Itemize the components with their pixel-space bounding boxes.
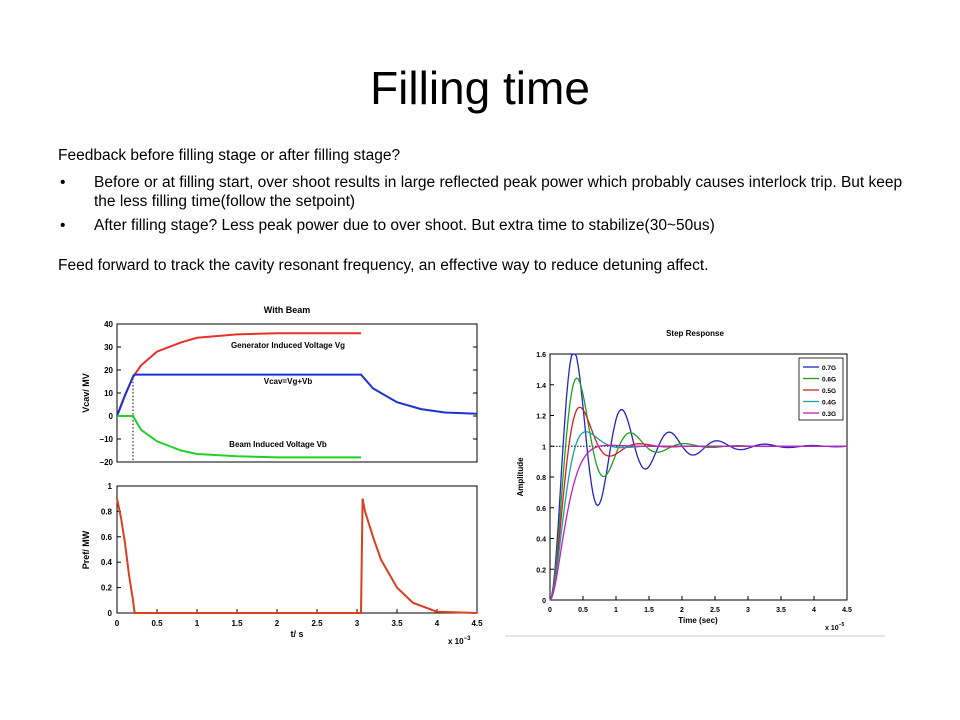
step-x-multiplier: x 10−5 [825,622,845,632]
bullet-text-1: Before or at filling start, over shoot r… [94,174,903,210]
y-tick-label: −20 [99,458,113,467]
y-tick-label: 0 [109,412,114,421]
x-tick-label: 1 [195,619,200,628]
y-tick-label: 10 [104,389,113,398]
x-tick-label: 4.5 [842,607,852,614]
x-tick-label: 1.5 [231,619,243,628]
y-tick-label: −10 [99,435,113,444]
x-tick-label: 2.5 [710,607,720,614]
y-tick-label: 0.4 [536,537,546,544]
reflected-power-plot: 0 0.2 0.4 0.6 0.8 1 0 0.5 1 1.5 2 2.5 3 3.5 4 4.5 Pref/… [81,482,483,646]
x-tick-label: 4 [812,607,816,614]
x-tick-label: 2.5 [311,619,323,628]
step-plot-frame [549,353,848,601]
vg-annotation: Generator Induced Voltage Vg [231,341,345,350]
intro-text: Feedback before filling stage or after f… [58,147,401,164]
series-line-3 [117,415,361,459]
bullet-list: • Before or at filling start, over shoot … [58,173,908,235]
voltage-plot: With Beam −20 −10 0 10 20 30 40 Vcav/ MV Gener… [81,305,478,467]
x-tick-label: 3 [355,619,360,628]
series-line-2 [116,373,478,417]
x-tick-label: 3 [746,607,750,614]
y-tick-label: 1.6 [536,352,546,359]
step-series-0-3G [549,444,847,601]
x-tick-label: 0.5 [578,607,588,614]
step-legend: 0.7G 0.6G 0.5G 0.4G 0.3G [798,357,844,421]
voltage-plot-title: With Beam [264,305,310,315]
bullet-text-2: After filling stage? Less peak power due… [94,217,715,234]
legend-label: 0.3G [822,411,836,418]
x-tick-label: 3.5 [391,619,403,628]
y-tick-label: 0.2 [536,567,546,574]
step-response-figure: Step Response 0 0.2 0.4 0.6 0.8 1 1.2 1.4 1.6 0 0.… [505,322,885,642]
y-tick-label: 0.8 [536,475,546,482]
x-tick-label: 0 [548,607,552,614]
y-tick-label: 0.2 [101,584,113,593]
y-tick-label: 0.6 [536,506,546,513]
power-series-line [116,498,478,614]
x-tick-label: 1.5 [644,607,654,614]
voltage-ylabel: Vcav/ MV [81,373,91,413]
y-tick-label: 0.6 [101,533,113,542]
y-tick-label: 0 [108,609,113,618]
legend-box [798,357,844,421]
bullet-item-2: • After filling stage? Less peak power du… [58,216,908,235]
power-plot-frame [116,485,478,614]
x-tick-label: 0 [115,619,120,628]
legend-label: 0.5G [822,388,836,395]
step-xlabel: Time (sec) [678,616,718,625]
vb-annotation: Beam Induced Voltage Vb [229,440,327,449]
x-tick-label: 2 [680,607,684,614]
voltage-plot-frame [116,323,478,463]
y-tick-label: 0 [542,598,546,605]
bullet-item-1: • Before or at filling start, over shoot … [58,173,908,211]
legend-label: 0.4G [822,400,836,407]
y-tick-label: 1 [542,444,546,451]
vcav-annotation: Vcav=Vg+Vb [264,377,313,386]
bullet-glyph: • [60,174,66,191]
power-ylabel: Pref/ MW [81,530,91,569]
x-tick-label: 4.5 [471,619,483,628]
x-tick-label: 0.5 [151,619,163,628]
y-tick-label: 20 [104,366,113,375]
time-xlabel: t/ s [290,629,303,639]
y-tick-label: 30 [104,343,113,352]
y-tick-label: 1.4 [536,383,546,390]
footer-text: Feed forward to track the cavity resonan… [58,257,709,274]
y-tick-label: 0.4 [101,558,113,567]
y-tick-label: 40 [104,320,113,329]
x-tick-label: 2 [275,619,280,628]
legend-label: 0.6G [822,377,836,384]
slide-title: Filling time [370,62,590,114]
x-tick-label: 1 [614,607,618,614]
power-x-multiplier: x 10−3 [448,636,471,646]
y-tick-label: 0.8 [101,507,113,516]
step-response-title: Step Response [666,329,724,338]
x-tick-label: 3.5 [776,607,786,614]
slide-body: Feedback before filling stage or after f… [58,146,908,275]
amplitude-ylabel: Amplitude [516,457,525,497]
x-tick-label: 4 [435,619,440,628]
y-tick-label: 1.2 [536,414,546,421]
bullet-glyph: • [60,217,66,234]
legend-label: 0.7G [822,365,836,372]
y-tick-label: 1 [108,482,113,491]
